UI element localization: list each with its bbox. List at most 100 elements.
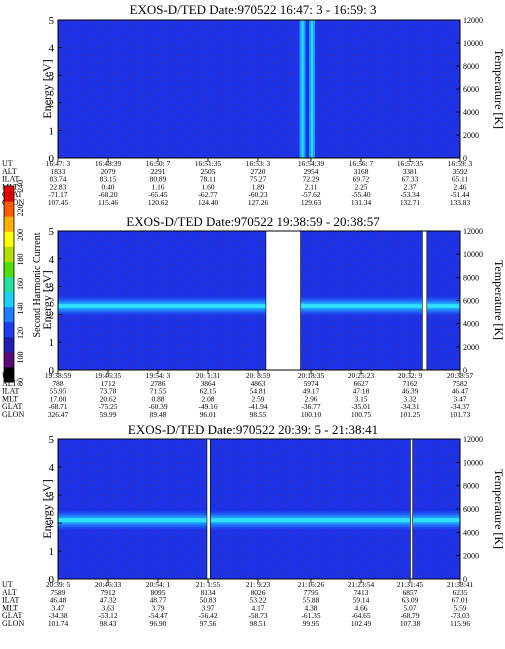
orbit-cell: 3.47	[454, 394, 467, 403]
temperature-tick-label: 2000	[463, 343, 479, 352]
orbit-cell: 2.96	[305, 394, 318, 403]
orbit-cell: -64.65	[351, 611, 370, 620]
colorbar-tick-label: 200	[16, 229, 25, 241]
panel-3-features	[58, 439, 460, 579]
orbit-cell: -68.20	[98, 190, 117, 199]
orbit-cell: 120.62	[148, 198, 169, 207]
orbit-cell: 6627	[354, 379, 369, 388]
orbit-cell: 75.27	[250, 175, 267, 184]
orbit-cell: 16:59: 3	[448, 159, 473, 168]
orbit-cell: 99.95	[303, 619, 320, 628]
temperature-tick-label: 6000	[463, 505, 479, 514]
orbit-cell: 131.34	[351, 198, 372, 207]
orbit-cell: 96.01	[200, 410, 217, 419]
orbit-cell: 20: 1:31	[196, 371, 221, 380]
panel-1-orbit-table: UTALTILATMLTGLATGLON16:47: 3183383.7422.…	[2, 158, 473, 207]
colorbar-swatch	[4, 201, 14, 217]
orbit-row-label: GLAT	[2, 611, 23, 620]
panel-2-ylabel: Energy [eV]	[40, 270, 54, 329]
orbit-cell: 83.15	[100, 175, 117, 184]
energy-tick-label: 5	[49, 226, 55, 238]
energy-tick-label: 3	[49, 282, 55, 294]
colorbar-tick-label: 240	[16, 180, 25, 192]
orbit-cell: 96.90	[150, 619, 167, 628]
temperature-tick-label: 4000	[463, 320, 479, 329]
orbit-cell: -68.79	[400, 611, 419, 620]
colorbar-swatch	[4, 261, 14, 277]
orbit-cell: 54.81	[250, 387, 267, 396]
temperature-tick-label: 4000	[463, 108, 479, 117]
panel-2-yticks: 0 1 2 3 4 5	[49, 226, 62, 377]
orbit-cell: 22.83	[50, 182, 67, 191]
temperature-tick-label: 0	[463, 575, 467, 584]
colorbar-tick-label: 220	[16, 205, 25, 217]
orbit-cell: -60.23	[248, 190, 267, 199]
colorbar-swatch	[4, 216, 14, 232]
orbit-cell: 115.46	[98, 198, 118, 207]
panel-1-y2ticks: 0 2000 4000 6000 8000 10000 12000	[456, 16, 483, 163]
orbit-cell: 3.97	[202, 603, 215, 612]
data-gap	[422, 231, 427, 370]
orbit-row-label: ILAT	[2, 175, 19, 184]
orbit-cell: 3.32	[404, 394, 417, 403]
temperature-tick-label: 8000	[463, 482, 479, 491]
temperature-tick-label: 12000	[463, 227, 483, 236]
orbit-cell: 132.71	[400, 198, 421, 207]
orbit-cell: 7162	[403, 379, 418, 388]
emission-band-core	[58, 304, 460, 309]
orbit-cell: 50.83	[200, 596, 217, 605]
orbit-cell: -55.40	[351, 190, 370, 199]
orbit-cell: -41.94	[248, 402, 267, 411]
panel-2-y2ticks: 0 2000 4000 6000 8000 10000 12000	[456, 227, 483, 375]
orbit-cell: 5.59	[454, 603, 467, 612]
orbit-cell: 4863	[251, 379, 266, 388]
panel-2-title: EXOS-D/TED Date:970522 19:38:59 - 20:38:…	[126, 214, 380, 229]
orbit-cell: 101.74	[48, 619, 69, 628]
orbit-row-label: UT	[2, 580, 13, 589]
orbit-cell: 71.55	[150, 387, 167, 396]
orbit-cell: 20:25:23	[348, 371, 375, 380]
panel-1-speckle	[58, 20, 460, 158]
colorbar-swatch	[4, 291, 14, 308]
orbit-cell: -56.42	[198, 611, 217, 620]
orbit-cell: 1833	[51, 167, 66, 176]
orbit-cell: 16:53: 3	[246, 159, 271, 168]
orbit-cell: 3.47	[52, 603, 65, 612]
orbit-cell: 19:54: 3	[146, 371, 171, 380]
orbit-cell: 788	[52, 379, 63, 388]
orbit-cell: 80.89	[150, 175, 167, 184]
orbit-cell: 133.83	[450, 198, 471, 207]
panel-2-orbit-table: UTALTILATMLTGLATGLON19:38:5978855.9517.0…	[2, 370, 473, 419]
panel-2: EXOS-D/TED Date:970522 19:38:59 - 20:38:…	[2, 214, 505, 419]
temperature-tick-label: 12000	[463, 16, 483, 25]
orbit-cell: 8134	[201, 588, 216, 597]
orbit-cell: 72.29	[303, 175, 320, 184]
orbit-cell: 20:18:35	[298, 371, 325, 380]
temperature-tick-label: 2000	[463, 131, 479, 140]
temperature-tick-label: 10000	[463, 458, 483, 467]
orbit-cell: 20:46:33	[95, 580, 122, 589]
orbit-cell: -71.17	[48, 190, 67, 199]
orbit-cell: 16:56: 7	[349, 159, 374, 168]
orbit-cell: 20:38:57	[447, 371, 474, 380]
orbit-cell: 3168	[354, 167, 369, 176]
colorbar-tick-label: 120	[16, 327, 25, 339]
temperature-tick-label: 4000	[463, 528, 479, 537]
data-gap	[265, 231, 301, 370]
orbit-cell: 16:54:39	[298, 159, 325, 168]
orbit-cell: 7912	[101, 588, 116, 597]
orbit-cell: 2720	[251, 167, 266, 176]
orbit-cell: 101.73	[450, 410, 471, 419]
orbit-cell: 67.01	[452, 596, 469, 605]
orbit-cell: 16:47: 3	[46, 159, 71, 168]
orbit-cell: 102.49	[351, 619, 372, 628]
orbit-cell: 3.63	[102, 603, 115, 612]
orbit-cell: 7413	[354, 588, 369, 597]
orbit-cell: 0.40	[102, 182, 115, 191]
panel-3-ylabel: Energy [eV]	[40, 479, 54, 538]
orbit-row-label: ALT	[2, 379, 17, 388]
colorbar-tick-label: 140	[16, 303, 25, 315]
orbit-cell: 59.99	[100, 410, 117, 419]
orbit-cell: -61.35	[301, 611, 320, 620]
